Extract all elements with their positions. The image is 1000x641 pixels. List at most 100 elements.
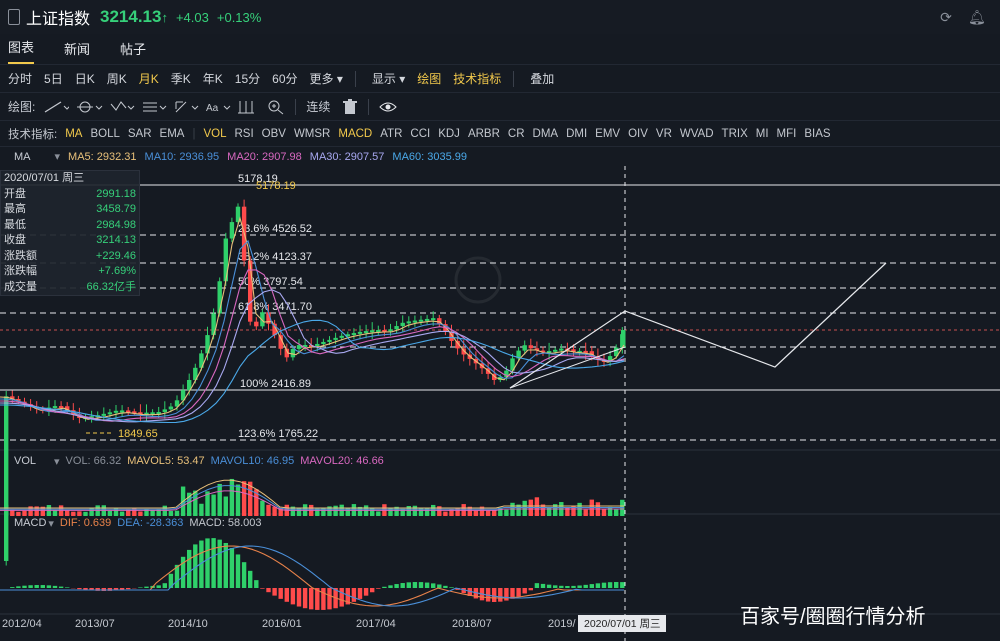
draw-toggle[interactable]: 绘图 [417, 72, 442, 86]
volume-bar [113, 508, 119, 516]
period-daily[interactable]: 日K [74, 72, 95, 86]
macd-bar [174, 564, 180, 588]
indicator-macd[interactable]: MACD [338, 127, 373, 140]
indicator-label: 技术指标: [8, 128, 58, 141]
macd-dropdown-icon[interactable]: ▾ [48, 517, 54, 530]
pattern-tool-icon[interactable] [109, 99, 135, 115]
text-tool-icon[interactable]: Aa [205, 99, 231, 115]
volume-bar [492, 510, 497, 516]
indicator-mi[interactable]: MI [755, 127, 769, 140]
candle-body [89, 416, 94, 419]
tab-chart[interactable]: 图表 [8, 37, 35, 64]
indicator-trix[interactable]: TRIX [721, 127, 748, 140]
indicator-vol[interactable]: VOL [203, 127, 227, 140]
indicator-wvad[interactable]: WVAD [679, 127, 714, 140]
indicator-sar[interactable]: SAR [127, 127, 152, 140]
period-yearly[interactable]: 年K [202, 72, 223, 86]
period-more-dropdown[interactable]: 更多 ▾ [309, 72, 343, 86]
candle-body [351, 333, 357, 336]
indicator-bias[interactable]: BIAS [804, 127, 831, 140]
candle-body [229, 222, 235, 239]
window-icon[interactable] [8, 9, 20, 25]
vol-dropdown-icon[interactable]: ▾ [54, 455, 60, 468]
indicator-boll[interactable]: BOLL [90, 127, 120, 140]
candle-body [168, 406, 174, 410]
candle-body [266, 312, 271, 324]
fib-tool-icon[interactable] [141, 99, 167, 115]
candle-body [290, 348, 296, 358]
measure-tool-icon[interactable] [237, 99, 255, 115]
tab-posts[interactable]: 帖子 [120, 42, 147, 57]
macd-bar [28, 585, 33, 588]
period-60min[interactable]: 60分 [272, 72, 298, 86]
display-dropdown[interactable]: 显示 ▾ [371, 72, 406, 86]
indicator-oiv[interactable]: OIV [628, 127, 648, 140]
candle-body [52, 406, 58, 409]
indicator-cr[interactable]: CR [507, 127, 525, 140]
circle-tool-icon[interactable] [77, 99, 103, 115]
continuous-draw-toggle[interactable]: 连续 [306, 100, 331, 114]
price-change-pct: +0.13% [216, 9, 262, 25]
macd-line [0, 545, 624, 607]
indicator-ema[interactable]: EMA [159, 127, 185, 140]
volume-bar [479, 506, 485, 516]
macd-bar [89, 588, 94, 591]
period-intraday[interactable]: 分时 [8, 72, 33, 86]
period-15min[interactable]: 15分 [234, 72, 261, 86]
macd-bar [351, 588, 357, 602]
indicator-rsi[interactable]: RSI [234, 127, 254, 140]
indicator-mfi[interactable]: MFI [776, 127, 797, 140]
refresh-icon[interactable]: ⟳ [940, 9, 952, 25]
candle-body [156, 412, 161, 415]
indicator-vr[interactable]: VR [655, 127, 672, 140]
trash-icon[interactable] [342, 98, 358, 115]
kline-chart[interactable]: 5178.19 23.6% 4526.52 38.2% 4123.37 50% 379… [0, 166, 1000, 641]
period-weekly[interactable]: 周K [106, 72, 127, 86]
indicator-dmi[interactable]: DMI [566, 127, 588, 140]
volume-bar [132, 508, 137, 516]
indicator-ma[interactable]: MA [65, 127, 83, 140]
tab-news[interactable]: 新闻 [64, 42, 91, 57]
volume-bar [272, 506, 277, 516]
overlay-button[interactable]: 叠加 [530, 72, 555, 86]
indicator-emv[interactable]: EMV [595, 127, 621, 140]
candle-body [217, 281, 222, 314]
time-axis-tick: 2016/01 [262, 618, 302, 630]
time-axis-tick: 2014/10 [168, 618, 208, 630]
macd-bar [65, 587, 70, 588]
indicator-kdj[interactable]: KDJ [438, 127, 460, 140]
macd-bar [589, 584, 594, 588]
macd-bar [58, 586, 64, 588]
info-value: 3214.13 [96, 234, 136, 246]
macd-bar [205, 538, 210, 588]
candle-body [101, 413, 106, 416]
ma-line [0, 319, 625, 424]
bell-icon[interactable]: 🔔︎ [968, 9, 986, 25]
candle-body [388, 329, 393, 332]
zoom-icon[interactable] [267, 99, 285, 115]
macd-bar [211, 538, 216, 588]
indicator-dma[interactable]: DMA [532, 127, 559, 140]
indicator-arbr[interactable]: ARBR [467, 127, 500, 140]
indicator-obv[interactable]: OBV [261, 127, 286, 140]
stock-price: 3214.13↑ [100, 7, 168, 26]
period-quarterly[interactable]: 季K [170, 72, 191, 86]
period-5day[interactable]: 5日 [44, 72, 63, 86]
macd-bar [217, 539, 222, 588]
eye-icon[interactable] [379, 99, 398, 115]
indicator-atr[interactable]: ATR [380, 127, 403, 140]
indicator-cci[interactable]: CCI [410, 127, 431, 140]
vol-legend-item: MAVOL20: 46.66 [300, 455, 384, 467]
arrow-tool-icon[interactable] [173, 99, 199, 115]
volume-bar [241, 481, 247, 516]
fib-label: 61.8% 3471.70 [238, 301, 312, 313]
tech-indicator-toggle[interactable]: 技术指标 [453, 72, 502, 86]
line-tool-icon[interactable] [43, 99, 70, 115]
candle-body [187, 380, 192, 391]
period-monthly[interactable]: 月K [138, 72, 159, 86]
ma-dropdown-icon[interactable]: ▾ [54, 151, 61, 163]
divider [368, 98, 370, 115]
macd-bar [168, 573, 174, 588]
volume-bar [473, 510, 479, 516]
indicator-wmsr[interactable]: WMSR [293, 127, 331, 140]
